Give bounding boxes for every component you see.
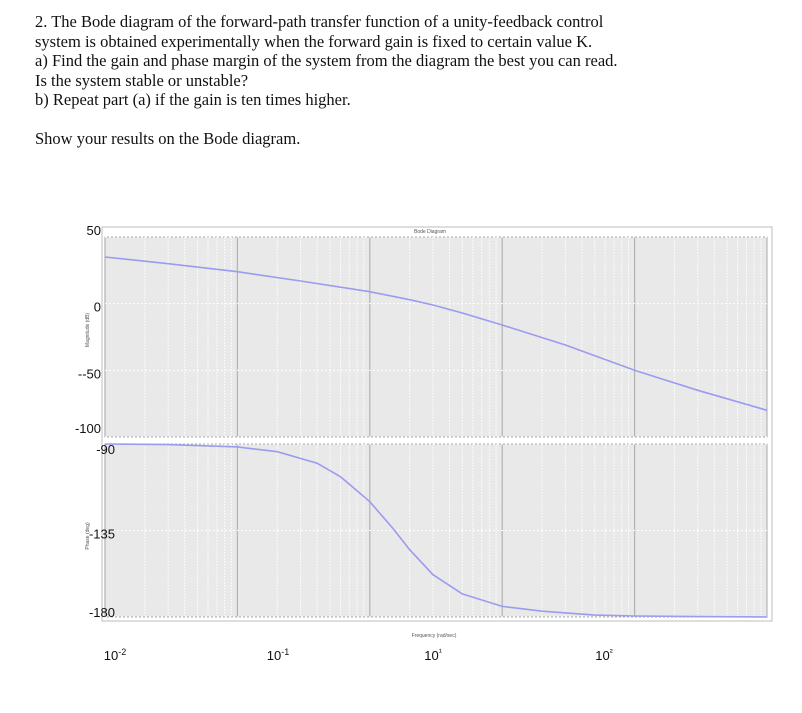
frequency-tick-label: 10-1 [267, 647, 289, 663]
problem-line: b) Repeat part (a) if the gain is ten ti… [35, 90, 351, 109]
magnitude-tick-label: --50 [78, 366, 101, 381]
magnitude-tick-label: 50 [87, 223, 101, 238]
frequency-tick-label: 10² [595, 647, 612, 663]
magnitude-tick-label: 0 [94, 300, 101, 315]
phase-tick-label: -180 [89, 605, 115, 620]
problem-instruction: Show your results on the Bode diagram. [35, 128, 301, 148]
problem-line: a) Find the gain and phase margin of the… [35, 51, 618, 70]
phase-tick-label: -135 [89, 527, 115, 542]
problem-line: 2. The Bode diagram of the forward-path … [35, 12, 604, 31]
chart-frame [101, 226, 773, 622]
frequency-axis-label: Frequency (rad/sec) [412, 633, 457, 639]
problem-statement: 2. The Bode diagram of the forward-path … [35, 12, 775, 148]
problem-line: Is the system stable or unstable? [35, 70, 249, 90]
frequency-tick-label: 10¹ [424, 647, 441, 663]
magnitude-axis-label: Magnitude (dB) [85, 313, 91, 348]
phase-plot-area [104, 443, 768, 618]
magnitude-curve [104, 256, 768, 412]
phase-curve [104, 443, 768, 618]
phase-tick-label: -90 [96, 442, 115, 457]
magnitude-plot-area [104, 236, 768, 438]
magnitude-tick-label: -100 [75, 421, 101, 436]
problem-line: system is obtained experimentally when t… [35, 31, 593, 51]
frequency-tick-label: 10-2 [104, 647, 126, 663]
phase-axis-label: Phase (deg) [85, 522, 91, 550]
chart-title: Bode Diagram [414, 229, 446, 235]
